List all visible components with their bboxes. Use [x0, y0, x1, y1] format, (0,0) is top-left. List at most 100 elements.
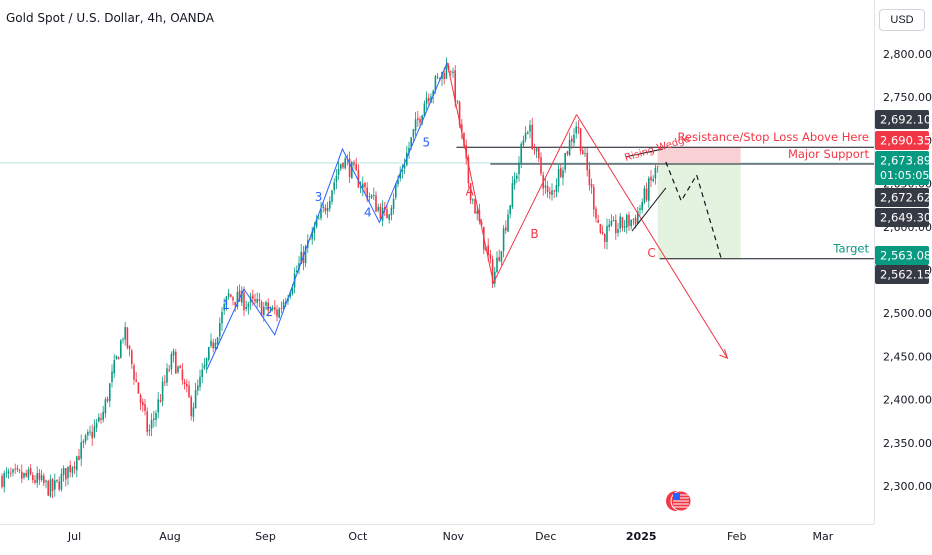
candle-body — [67, 467, 69, 478]
candle-176 — [388, 214, 390, 224]
candle-body — [573, 135, 575, 143]
candle-body — [380, 207, 382, 220]
candle-body — [131, 350, 133, 364]
candle-5 — [12, 468, 14, 476]
candle-body — [124, 327, 126, 339]
candle-body — [635, 218, 637, 224]
candle-body — [217, 338, 219, 345]
candle-body — [553, 191, 555, 192]
candle-body — [355, 164, 357, 171]
candle-260 — [573, 128, 575, 146]
candle-21 — [47, 480, 49, 496]
candle-body — [472, 199, 474, 200]
currency-button[interactable]: USD — [879, 9, 925, 31]
candle-body — [501, 251, 503, 261]
candle-body — [351, 162, 353, 178]
candle-289 — [637, 207, 639, 224]
candle-body — [371, 195, 373, 197]
wave-label-2: 2 — [265, 305, 273, 319]
candle-body — [602, 232, 604, 233]
candle-body — [116, 356, 118, 359]
candle-1 — [3, 470, 5, 492]
candle-281 — [619, 213, 621, 232]
candle-81 — [179, 365, 181, 369]
candle-body — [39, 473, 41, 480]
candle-body — [212, 342, 214, 348]
candle-body — [12, 469, 14, 472]
candle-80 — [177, 365, 179, 374]
candle-body — [107, 399, 109, 401]
candle-body — [118, 357, 120, 359]
candle-body — [490, 254, 492, 258]
candle-272 — [600, 224, 602, 234]
target-zone — [658, 163, 741, 259]
candle-body — [58, 481, 60, 489]
candle-126 — [278, 307, 280, 318]
target-label: Target — [832, 242, 869, 256]
candle-230 — [507, 210, 509, 233]
candle-236 — [520, 142, 522, 168]
candle-79 — [175, 349, 177, 374]
candle-3 — [8, 468, 10, 478]
candle-224 — [494, 267, 496, 288]
chart-title: Gold Spot / U.S. Dollar, 4h, OANDA — [6, 11, 214, 25]
candle-body — [450, 71, 452, 72]
candle-body — [538, 148, 540, 158]
candle-151 — [333, 178, 335, 194]
wave-label-C: C — [647, 246, 655, 260]
candle-267 — [589, 162, 591, 191]
candle-84 — [186, 379, 188, 392]
candle-body — [593, 187, 595, 209]
candle-body — [340, 164, 342, 169]
candle-61 — [135, 372, 137, 382]
candle-187 — [413, 129, 415, 141]
candle-291 — [641, 199, 643, 214]
candle-156 — [344, 156, 346, 169]
candle-body — [19, 470, 21, 471]
candle-body — [91, 432, 93, 438]
candle-body — [626, 215, 628, 228]
candle-292 — [644, 185, 646, 204]
candle-83 — [184, 379, 186, 390]
candle-body — [263, 307, 265, 315]
candle-96 — [212, 339, 214, 353]
candle-127 — [281, 301, 283, 313]
candle-body — [633, 219, 635, 220]
candle-62 — [138, 382, 140, 393]
candle-158 — [349, 151, 351, 182]
candle-94 — [208, 347, 210, 362]
candle-body — [193, 407, 195, 417]
candle-body — [138, 382, 140, 393]
candle-body — [415, 119, 417, 131]
candle-10 — [23, 473, 25, 480]
candle-282 — [622, 217, 624, 231]
candle-body — [210, 341, 212, 346]
candle-256 — [564, 153, 566, 173]
candle-109 — [241, 286, 243, 306]
candle-body — [102, 412, 104, 420]
time-tick-label: Nov — [443, 530, 465, 543]
candle-171 — [377, 204, 379, 213]
price-badge-value: 2,673.895 — [880, 154, 932, 168]
candle-body — [234, 302, 236, 306]
candle-269 — [593, 184, 595, 217]
candle-284 — [626, 213, 628, 234]
candle-8 — [19, 469, 21, 473]
candle-body — [43, 476, 45, 484]
candle-body — [503, 228, 505, 250]
candle-29 — [65, 468, 67, 487]
candle-body — [142, 402, 144, 405]
candle-56 — [124, 322, 126, 346]
candle-body — [10, 473, 12, 474]
candle-78 — [173, 348, 175, 362]
candle-82 — [182, 363, 184, 385]
candle-283 — [624, 220, 626, 232]
candle-body — [61, 474, 63, 490]
candle-19 — [43, 473, 45, 486]
candle-261 — [575, 122, 577, 139]
price-badge-value: 2,672.628 — [880, 191, 932, 205]
candle-160 — [353, 160, 355, 169]
candle-77 — [171, 351, 173, 374]
